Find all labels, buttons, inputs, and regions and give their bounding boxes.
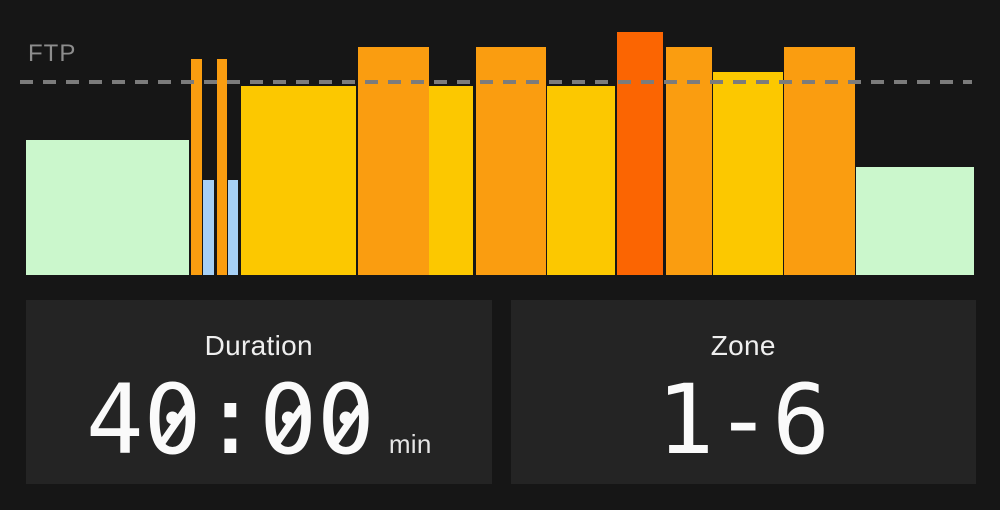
segment-bar (617, 32, 664, 275)
segment-bar (216, 59, 227, 275)
zone-value-row: 1-6 (657, 372, 830, 468)
zone-label: Zone (710, 330, 776, 361)
duration-card[interactable]: Duration 40:00 min (26, 300, 492, 484)
zone-value: 1-6 (656, 364, 830, 476)
duration-value: 40:00 (85, 364, 375, 476)
segment-bar (547, 86, 616, 275)
workout-summary: FTP Duration 40:00 min Zone 1-6 (0, 0, 1000, 484)
ftp-label: FTP (28, 40, 77, 67)
segment-bar (227, 180, 238, 275)
segment-bar (202, 180, 214, 275)
segment-bar (26, 140, 189, 275)
segment-bar (713, 72, 784, 275)
segment-bar (856, 167, 974, 275)
segment-bar (475, 47, 547, 275)
duration-value-row: 40:00 min (86, 372, 432, 468)
stats-row: Duration 40:00 min Zone 1-6 (0, 300, 1000, 484)
segment-bar (666, 47, 713, 275)
ftp-threshold-line (20, 80, 972, 84)
workout-segments (26, 0, 975, 275)
segment-bar (357, 47, 429, 275)
segment-bar (784, 47, 856, 275)
segment-bar (240, 86, 356, 275)
zone-card[interactable]: Zone 1-6 (510, 300, 976, 484)
duration-unit: min (388, 429, 432, 459)
segment-bar (428, 86, 473, 275)
duration-label: Duration (204, 330, 313, 361)
workout-graph[interactable]: FTP (0, 0, 1000, 275)
segment-bar (190, 59, 202, 275)
